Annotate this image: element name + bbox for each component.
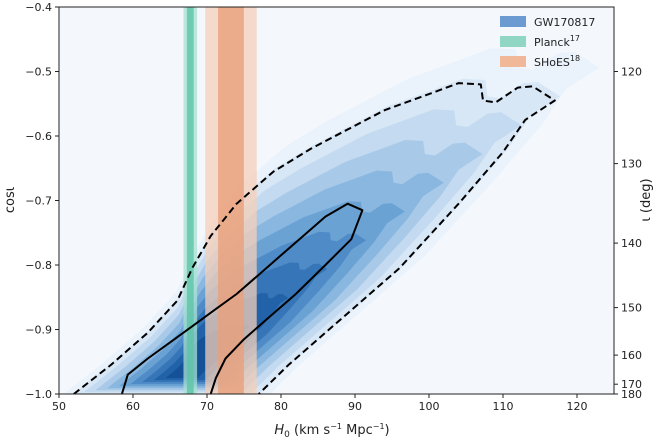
legend-label: SHoES18 — [534, 54, 580, 69]
x-label-unit: (km s — [290, 423, 331, 438]
legend-label: Planck17 — [534, 34, 580, 49]
contour-95-line — [73, 82, 556, 394]
x-tick-label: 100 — [419, 400, 440, 413]
legend-swatch — [500, 56, 526, 67]
y-right-tick-label: 150 — [621, 302, 642, 315]
x-axis: 50 60 70 80 90 100 110 120 — [52, 394, 588, 413]
x-tick-label: 120 — [567, 400, 588, 413]
bands-layer — [183, 7, 257, 394]
x-tick-label: 110 — [493, 400, 514, 413]
contour-layer — [73, 82, 556, 394]
band-planck-1sigma — [186, 7, 194, 394]
x-label-close: ) — [385, 423, 390, 438]
x-tick-label: 80 — [274, 400, 288, 413]
x-tick-label: 90 — [348, 400, 362, 413]
legend: GW170817 Planck17 SHoES18 — [500, 16, 595, 69]
y-tick-label: −0.5 — [25, 66, 52, 79]
y-tick-label: −0.6 — [25, 130, 52, 143]
y-right-tick-label: 140 — [621, 237, 642, 250]
y-right-tick-label: 160 — [621, 349, 642, 362]
y-right-tick-label: 180 — [621, 388, 642, 401]
legend-label: GW170817 — [534, 16, 595, 29]
x-axis-label: H0 (km s−1 Mpc−1) — [274, 422, 389, 440]
y-tick-label: −0.8 — [25, 259, 52, 272]
y-right-tick-label: 130 — [621, 158, 642, 171]
legend-swatch — [500, 16, 526, 27]
x-tick-label: 60 — [126, 400, 140, 413]
legend-swatch — [500, 36, 526, 47]
x-tick-label: 50 — [52, 400, 66, 413]
y-right-tick-label: 120 — [621, 66, 642, 79]
x-label-unit-exp1: −1 — [330, 422, 342, 431]
contour-68-line — [120, 202, 364, 394]
x-label-unit-mid: Mpc — [342, 423, 373, 438]
x-label-sub: 0 — [284, 430, 290, 440]
y-tick-label: −0.7 — [25, 195, 52, 208]
y-axis-left-label: cosι — [3, 187, 18, 213]
x-label-main: H — [274, 423, 284, 438]
y-axis-right-label: ι (deg) — [639, 178, 654, 221]
y-tick-label: −0.9 — [25, 324, 52, 337]
y-tick-label: −1.0 — [25, 388, 52, 401]
y-axis-left: −1.0 −0.9 −0.8 −0.7 −0.6 −0.5 −0.4 — [25, 1, 59, 401]
y-right-tick-label: 170 — [621, 378, 642, 391]
x-label-unit-exp2: −1 — [373, 422, 385, 431]
y-tick-label: −0.4 — [25, 1, 52, 14]
x-tick-label: 70 — [200, 400, 214, 413]
